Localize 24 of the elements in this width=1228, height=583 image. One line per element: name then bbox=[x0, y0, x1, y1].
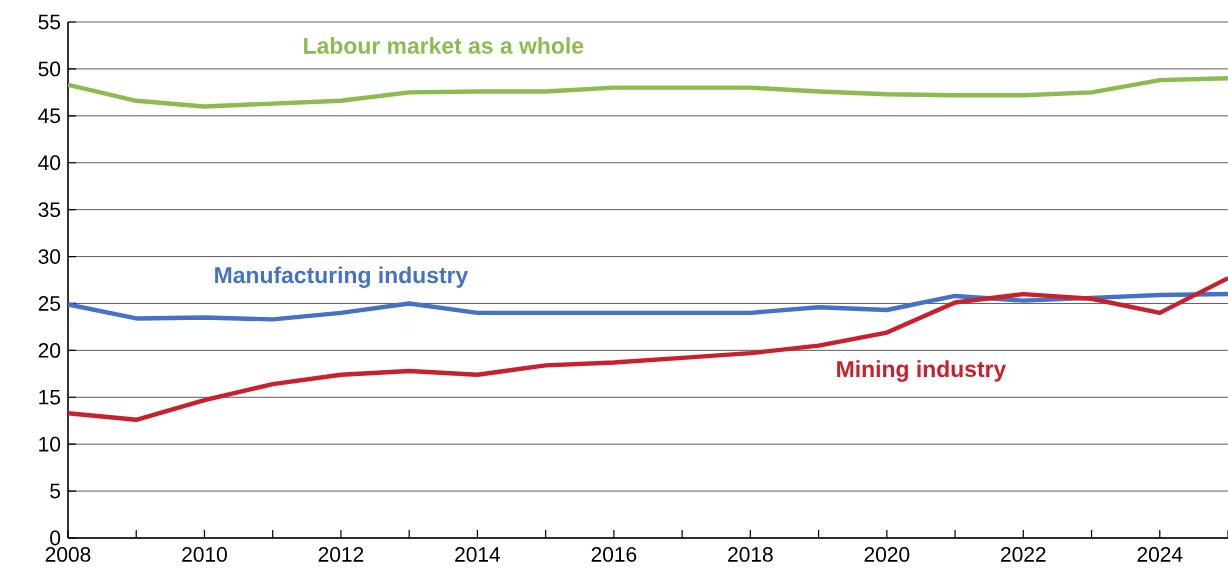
x-tick-label: 2018 bbox=[728, 547, 773, 562]
y-tick-label: 55 bbox=[38, 14, 61, 30]
x-tick-label: 2022 bbox=[1001, 547, 1046, 562]
y-tick-label: 35 bbox=[38, 202, 61, 218]
series-label: Manufacturing industry bbox=[215, 266, 469, 288]
y-tick-label: 20 bbox=[38, 342, 61, 358]
x-tick-label: 2012 bbox=[318, 547, 364, 562]
x-tick-label: 2010 bbox=[182, 547, 227, 562]
y-tick-label: 25 bbox=[38, 296, 61, 311]
y-tick-label: 40 bbox=[38, 155, 61, 171]
x-tick-label: 2024 bbox=[1137, 547, 1183, 562]
x-tick-label: 2020 bbox=[864, 547, 910, 562]
y-tick-label: 15 bbox=[39, 389, 61, 405]
y-tick-label: 50 bbox=[38, 61, 61, 77]
x-tick-label: 2008 bbox=[45, 547, 91, 562]
x-tick-label: 2014 bbox=[455, 547, 501, 562]
x-tick-label: 2016 bbox=[591, 547, 637, 562]
y-tick-label: 0 bbox=[50, 530, 61, 546]
y-tick-label: 30 bbox=[38, 249, 61, 264]
series-label: Labour market as a whole bbox=[304, 37, 584, 54]
y-tick-label: 10 bbox=[39, 436, 61, 452]
series-label: Mining industry bbox=[837, 360, 1007, 382]
y-tick-label: 45 bbox=[38, 108, 61, 124]
y-tick-label: 5 bbox=[50, 483, 61, 499]
